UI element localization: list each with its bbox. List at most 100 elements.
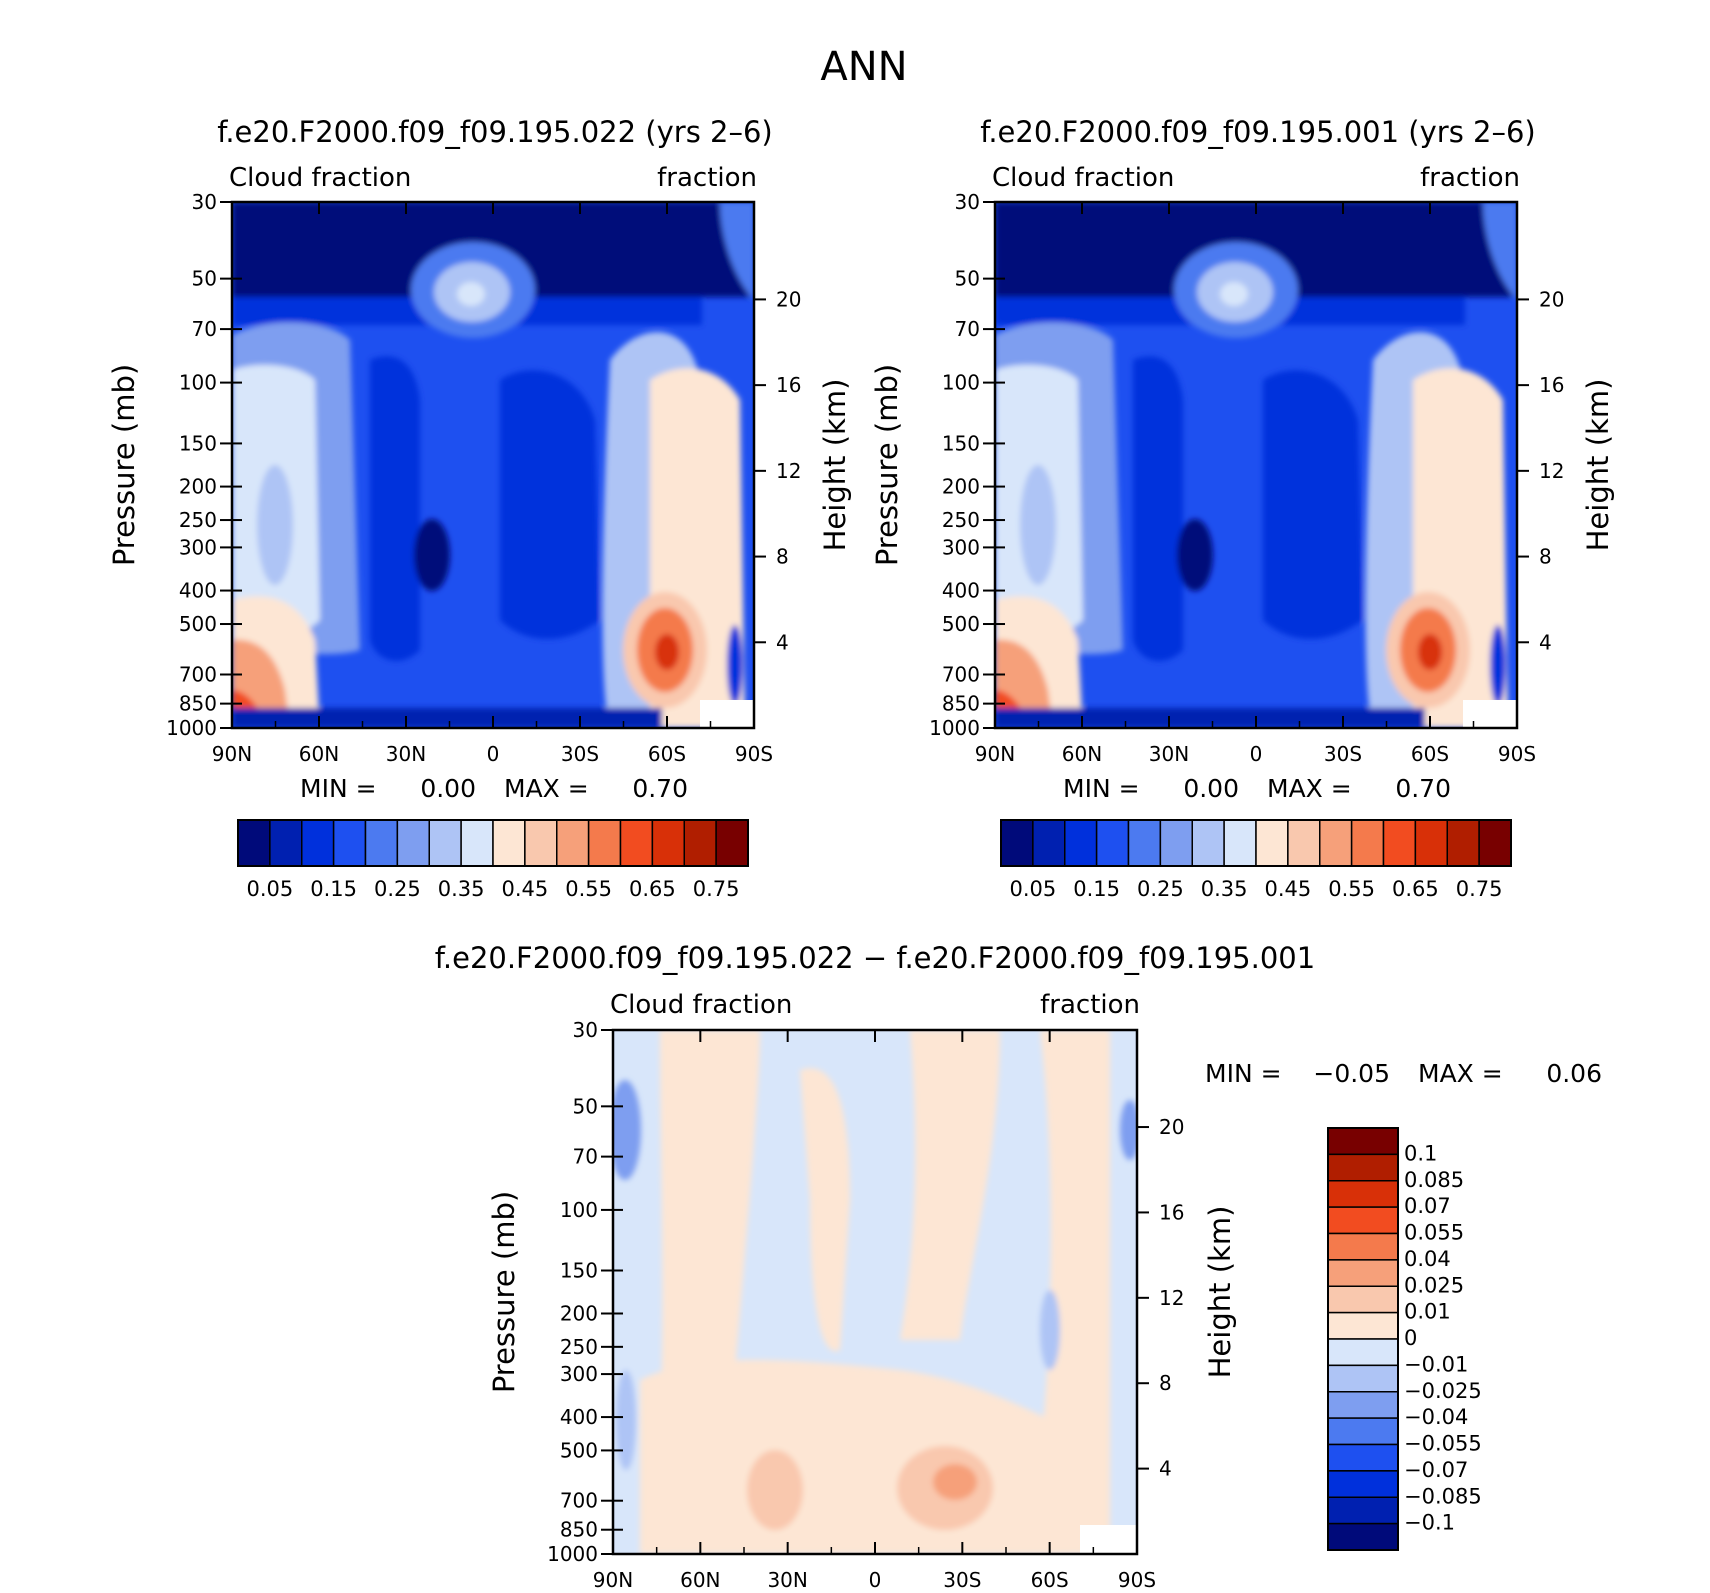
colorbar-frame — [237, 819, 749, 867]
p2-tropical-anvil-core — [1220, 282, 1248, 306]
colorbar-swatch — [524, 819, 558, 867]
y-tick-label: 100 — [179, 371, 217, 395]
colorbar-frame — [1327, 1127, 1399, 1551]
colorbar-swatch — [1327, 1206, 1399, 1235]
panel-2-title: f.e20.F2000.f09_f09.195.001 (yrs 2–6) — [980, 115, 1536, 149]
colorbar-label: 0.25 — [374, 877, 421, 901]
panel-3-max-value: 0.06 — [1546, 1059, 1602, 1088]
panel-2-left-subtitle: Cloud fraction — [992, 163, 1174, 193]
colorbar-swatch — [715, 819, 749, 867]
panel-2-ylabel: Pressure (mb) — [870, 364, 904, 566]
height-tick-label: 16 — [776, 373, 801, 397]
colorbar-label: 0.75 — [693, 877, 740, 901]
y-tick-label: 1000 — [547, 1542, 598, 1566]
colorbar-swatch — [301, 819, 335, 867]
panel-3-left-subtitle: Cloud fraction — [610, 990, 792, 1020]
colorbar-swatch — [1191, 819, 1225, 867]
colorbar-label: −0.01 — [1404, 1352, 1468, 1376]
colorbar-swatch — [1032, 819, 1066, 867]
panel-3-min-label: MIN = — [1205, 1059, 1282, 1088]
y-tick-label: 300 — [942, 535, 980, 559]
colorbar-frame — [1000, 819, 1512, 867]
p3-pos-cell-3 — [933, 1464, 977, 1500]
y-tick-label: 300 — [179, 535, 217, 559]
colorbar-label: 0.55 — [1328, 877, 1375, 901]
y-tick-label: 250 — [179, 508, 217, 532]
p2-nh-subtropic-dry — [1177, 519, 1213, 591]
colorbar-label: −0.1 — [1404, 1511, 1455, 1535]
colorbar-label: 0.1 — [1404, 1141, 1437, 1165]
panel-1-ylabel: Pressure (mb) — [107, 364, 141, 566]
y-tick-label: 70 — [192, 317, 217, 341]
x-tick-label: 60S — [648, 742, 686, 766]
panel-1-title: f.e20.F2000.f09_f09.195.022 (yrs 2–6) — [217, 115, 773, 149]
colorbar-swatch — [269, 819, 303, 867]
panel-2-field — [995, 202, 1517, 728]
panel-1-right-subtitle: fraction — [657, 163, 757, 193]
p2-nh-cloud-ellipse — [1020, 465, 1056, 585]
panel-2-min-value: 0.00 — [1183, 774, 1239, 803]
panel-2: f.e20.F2000.f09_f09.195.001 (yrs 2–6) Cl… — [870, 115, 1615, 901]
p3-neg-sh-mid — [1040, 1290, 1060, 1370]
panel-2-colorbar: 0.05 0.15 0.25 0.35 0.45 0.55 0.65 0.75 — [1000, 819, 1512, 901]
x-tick-label: 90S — [735, 742, 773, 766]
colorbar-label: 0.65 — [629, 877, 676, 901]
y-tick-label: 700 — [560, 1489, 598, 1513]
p1-tropical-anvil-core — [457, 282, 485, 306]
p1-antarctic-high — [720, 202, 754, 300]
panel-3-min-value: −0.05 — [1313, 1059, 1390, 1088]
y-tick-label: 300 — [560, 1362, 598, 1386]
colorbar-swatch — [1159, 819, 1193, 867]
colorbar-swatch — [1327, 1496, 1399, 1525]
x-tick-label: 30N — [767, 1568, 807, 1589]
colorbar-label: 0.07 — [1404, 1194, 1451, 1218]
p1-sh-dry-band — [500, 370, 600, 639]
p1-nh-subtropic-dry — [414, 519, 450, 591]
y-tick-label: 250 — [560, 1335, 598, 1359]
height-tick-label: 12 — [776, 459, 801, 483]
height-tick-label: 20 — [1539, 287, 1564, 311]
panel-1: f.e20.F2000.f09_f09.195.022 (yrs 2–6) Cl… — [107, 115, 852, 901]
height-tick-label: 16 — [1159, 1200, 1184, 1224]
panel-2-max-value: 0.70 — [1395, 774, 1451, 803]
colorbar-label: 0.55 — [565, 877, 612, 901]
p3-neg-upper-sh — [1120, 1100, 1137, 1160]
panel-2-max-label: MAX = — [1267, 774, 1352, 803]
panel-1-min-value: 0.00 — [420, 774, 476, 803]
panel-1-axes: 90N 60N 30N 0 30S 60S 90S 30 50 70 100 150 200 250 300… — [166, 190, 801, 766]
y-tick-label: 50 — [955, 267, 980, 291]
x-tick-label: 30N — [1149, 742, 1189, 766]
colorbar-swatch — [1327, 1180, 1399, 1208]
x-tick-label: 0 — [869, 1568, 882, 1589]
height-tick-label: 12 — [1539, 459, 1564, 483]
colorbar-swatch — [1350, 819, 1385, 867]
p1-nh-dry-band — [370, 356, 420, 661]
colorbar-label: 0.35 — [438, 877, 485, 901]
y-tick-label: 70 — [573, 1145, 598, 1169]
colorbar-swatch — [364, 819, 399, 867]
p2-antarctic-high — [1483, 202, 1517, 300]
x-tick-label: 60S — [1411, 742, 1449, 766]
colorbar-label: −0.025 — [1404, 1379, 1482, 1403]
y-tick-label: 50 — [192, 267, 217, 291]
colorbar-swatch — [1095, 819, 1130, 867]
colorbar-label: 0.75 — [1456, 877, 1503, 901]
colorbar-swatch — [1327, 1338, 1399, 1367]
p1-antarctic-dark — [727, 625, 743, 705]
y-tick-label: 850 — [179, 692, 217, 716]
panel-3-ylabel: Pressure (mb) — [487, 1191, 521, 1393]
colorbar-label: 0.01 — [1404, 1300, 1451, 1324]
p3-pos-band-b — [800, 1068, 850, 1352]
colorbar-label: 0.35 — [1201, 877, 1248, 901]
height-tick-label: 20 — [776, 287, 801, 311]
y-tick-label: 850 — [942, 692, 980, 716]
colorbar-label: −0.055 — [1404, 1432, 1482, 1456]
height-tick-label: 16 — [1539, 373, 1564, 397]
colorbar-swatch — [1223, 819, 1257, 867]
p2-sh-dry-band — [1263, 370, 1363, 639]
panel-1-max-label: MAX = — [504, 774, 589, 803]
y-tick-label: 100 — [942, 371, 980, 395]
panel-2-axes: 90N 60N 30N 0 30S 60S 90S 30 50 70 100 150 200 250 300… — [929, 190, 1564, 766]
p2-antarctic-dark — [1490, 625, 1506, 705]
y-tick-label: 850 — [560, 1518, 598, 1542]
